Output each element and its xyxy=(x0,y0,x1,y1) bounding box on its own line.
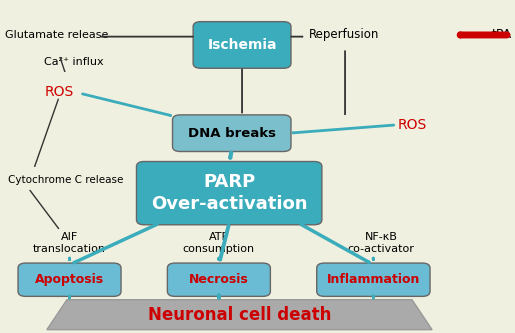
Text: Ca²⁺ influx: Ca²⁺ influx xyxy=(44,57,104,67)
Text: Ischemia: Ischemia xyxy=(208,38,277,52)
Text: tPA: tPA xyxy=(492,28,512,42)
Text: NF-κB
co-activator: NF-κB co-activator xyxy=(348,232,415,254)
Text: Cytochrome C release: Cytochrome C release xyxy=(8,175,123,185)
Text: ROS: ROS xyxy=(398,118,426,132)
FancyBboxPatch shape xyxy=(317,263,430,296)
Text: Reperfusion: Reperfusion xyxy=(309,28,380,42)
FancyBboxPatch shape xyxy=(18,263,121,296)
FancyBboxPatch shape xyxy=(136,162,322,225)
Text: Apoptosis: Apoptosis xyxy=(35,273,104,286)
Polygon shape xyxy=(47,300,432,330)
Text: ATP
consumption: ATP consumption xyxy=(183,232,255,254)
Text: PARP
Over-activation: PARP Over-activation xyxy=(151,173,307,213)
FancyBboxPatch shape xyxy=(193,22,291,68)
Text: Neuronal cell death: Neuronal cell death xyxy=(148,306,331,324)
Text: ROS: ROS xyxy=(45,85,74,99)
FancyBboxPatch shape xyxy=(173,115,291,152)
Text: AIF
translocation: AIF translocation xyxy=(33,232,106,254)
Text: Necrosis: Necrosis xyxy=(189,273,249,286)
FancyBboxPatch shape xyxy=(167,263,270,296)
Text: DNA breaks: DNA breaks xyxy=(188,127,276,140)
Text: Inflammation: Inflammation xyxy=(327,273,420,286)
Text: Glutamate release: Glutamate release xyxy=(5,30,109,40)
